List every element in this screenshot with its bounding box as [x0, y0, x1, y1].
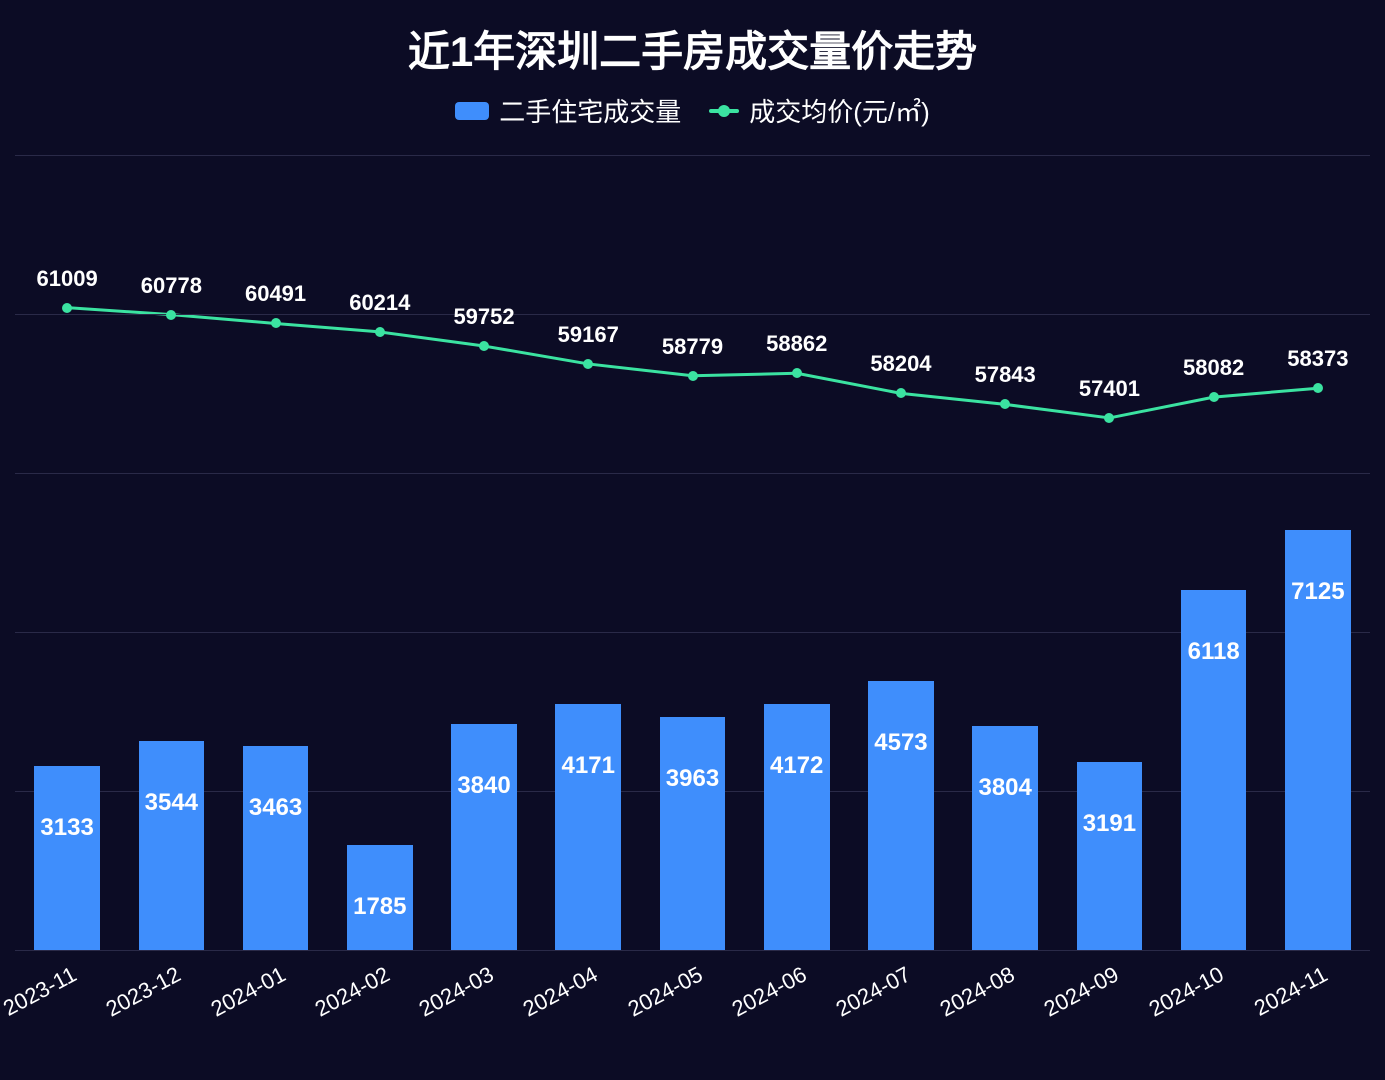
- line-point: [896, 388, 906, 398]
- x-axis-label: 2024-11: [1250, 962, 1332, 1022]
- line-point: [583, 359, 593, 369]
- bar-value-label: 1785: [347, 893, 413, 921]
- x-axis-label: 2024-07: [832, 962, 916, 1023]
- line-value-label: 58204: [870, 351, 931, 377]
- bar: 3544: [139, 741, 205, 950]
- line-point: [688, 371, 698, 381]
- line-value-label: 57401: [1079, 376, 1140, 402]
- bar-value-label: 3133: [34, 814, 100, 842]
- bar: 1785: [347, 845, 413, 950]
- gridline: [15, 155, 1370, 156]
- line-value-label: 61009: [37, 266, 98, 292]
- line-value-label: 58373: [1287, 346, 1348, 372]
- line-point: [1104, 413, 1114, 423]
- bar-value-label: 6118: [1181, 638, 1247, 666]
- line-value-label: 60778: [141, 273, 202, 299]
- gridline: [15, 632, 1370, 633]
- bar: 3133: [34, 766, 100, 950]
- legend-label: 二手住宅成交量: [499, 92, 681, 129]
- bar: 4573: [868, 681, 934, 950]
- legend-swatch-bar: [455, 102, 489, 120]
- bar: 3963: [660, 717, 726, 950]
- bar-value-label: 7125: [1285, 578, 1351, 606]
- bar: 3804: [972, 726, 1038, 950]
- bar: 4172: [764, 704, 830, 950]
- line-point: [1000, 399, 1010, 409]
- x-axis-label: 2024-05: [623, 962, 707, 1023]
- bar-value-label: 4171: [555, 752, 621, 780]
- plot-area: 3133 3544 3463 1785 3840 4171 3963 4172 4573 3804…: [15, 155, 1370, 950]
- bar-value-label: 4172: [764, 752, 830, 780]
- x-axis-label: 2024-03: [415, 962, 499, 1023]
- line-value-label: 60491: [245, 281, 306, 307]
- line-value-label: 58082: [1183, 355, 1244, 381]
- bar: 3463: [243, 746, 309, 950]
- bar-value-label: 3804: [972, 774, 1038, 802]
- gridline: [15, 950, 1370, 951]
- line-point: [479, 341, 489, 351]
- line-point: [792, 368, 802, 378]
- x-axis-label: 2024-09: [1040, 962, 1124, 1023]
- line-point: [375, 327, 385, 337]
- chart-root: 近1年深圳二手房成交量价走势 二手住宅成交量 成交均价(元/㎡) 3133 3544…: [0, 0, 1385, 1080]
- line-value-label: 59752: [453, 304, 514, 330]
- bar: 6118: [1181, 590, 1247, 950]
- legend-item-line: 成交均价(元/㎡): [709, 92, 930, 129]
- x-axis-label: 2024-08: [936, 962, 1020, 1023]
- gridline: [15, 473, 1370, 474]
- bar-value-label: 3840: [451, 772, 517, 800]
- bar-value-label: 3463: [243, 794, 309, 822]
- legend: 二手住宅成交量 成交均价(元/㎡): [0, 92, 1385, 129]
- line-value-label: 58779: [662, 334, 723, 360]
- line-point: [166, 310, 176, 320]
- line-point: [1313, 383, 1323, 393]
- x-axis-label: 2024-10: [1144, 962, 1228, 1023]
- bar: 4171: [555, 704, 621, 950]
- legend-item-bar: 二手住宅成交量: [455, 92, 681, 129]
- line-value-label: 57843: [975, 362, 1036, 388]
- line-point: [1209, 392, 1219, 402]
- gridline: [15, 314, 1370, 315]
- bar: 3840: [451, 724, 517, 950]
- x-axis-label: 2024-01: [206, 962, 290, 1023]
- legend-swatch-line: [709, 109, 739, 113]
- line-value-label: 58862: [766, 331, 827, 357]
- bar-value-label: 3544: [139, 789, 205, 817]
- x-axis-label: 2024-06: [727, 962, 811, 1023]
- x-axis-label: 2023-12: [102, 962, 186, 1023]
- x-axis-label: 2024-04: [519, 962, 603, 1023]
- bar-value-label: 3963: [660, 765, 726, 793]
- bar: 7125: [1285, 530, 1351, 950]
- bar-value-label: 3191: [1077, 810, 1143, 838]
- chart-title: 近1年深圳二手房成交量价走势: [0, 18, 1385, 79]
- line-value-label: 60214: [349, 290, 410, 316]
- line-value-label: 59167: [558, 322, 619, 348]
- x-axis-label: 2024-02: [310, 962, 394, 1023]
- x-axis-label: 2023-11: [0, 962, 81, 1022]
- bar: 3191: [1077, 762, 1143, 950]
- line-point: [271, 318, 281, 328]
- legend-label: 成交均价(元/㎡): [749, 92, 930, 129]
- line-point: [62, 303, 72, 313]
- bar-value-label: 4573: [868, 729, 934, 757]
